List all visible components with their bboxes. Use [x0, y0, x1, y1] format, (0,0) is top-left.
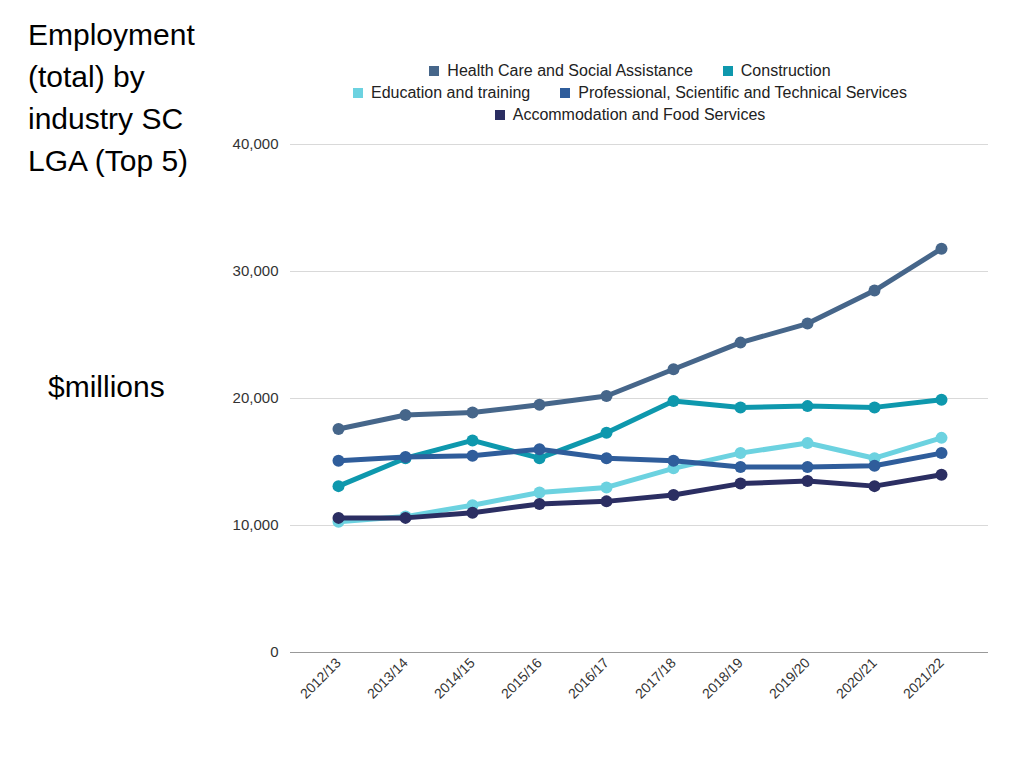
html-text:Health Care and Social Assista: Health Care and Social Assistance	[447, 62, 693, 79]
svg-text:2021/22: 2021/22	[900, 654, 947, 701]
html-text:Construction: Construction	[740, 62, 831, 79]
svg-text:2012/13: 2012/13	[297, 654, 344, 701]
svg-text:2016/17: 2016/17	[565, 654, 612, 701]
html-text:Employment (total) by industry: Employment (total) by industry SC LGA (T…	[28, 18, 195, 177]
svg-text:30,000: 30,000	[233, 262, 279, 279]
svg-text:2019/20: 2019/20	[766, 654, 813, 701]
svg-text:2020/21: 2020/21	[833, 654, 880, 701]
svg-text:0: 0	[270, 643, 278, 660]
html-text:$millions: $millions	[48, 370, 165, 403]
html-text:Accommodation and Food Service: Accommodation and Food Services	[512, 106, 766, 123]
html-text:Professional, Scientific and T: Professional, Scientific and Technical S…	[578, 84, 907, 101]
svg-text:2014/15: 2014/15	[431, 654, 478, 701]
svg-text:2013/14: 2013/14	[364, 654, 411, 701]
svg-text:10,000: 10,000	[233, 516, 279, 533]
svg-text:2017/18: 2017/18	[632, 654, 679, 701]
svg-text:40,000: 40,000	[233, 135, 279, 152]
html-text:Education and training: Education and training	[371, 84, 531, 101]
svg-text:2018/19: 2018/19	[699, 654, 746, 701]
svg-text:2015/16: 2015/16	[498, 654, 545, 701]
svg-text:20,000: 20,000	[233, 389, 279, 406]
